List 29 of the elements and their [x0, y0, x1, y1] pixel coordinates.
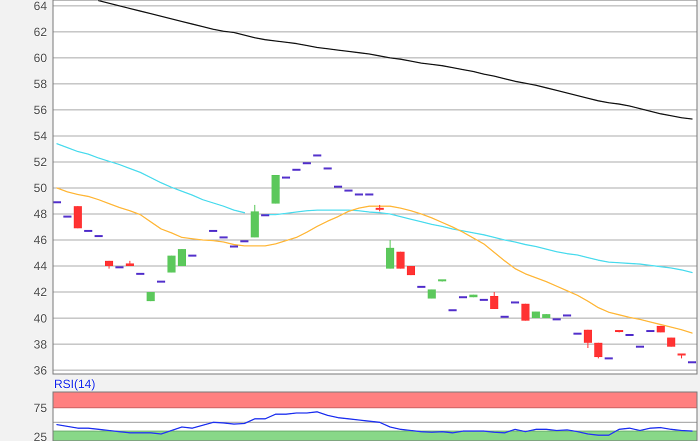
y-tick-label: 42: [34, 285, 48, 300]
y-tick-label: 36: [34, 363, 48, 378]
candlestick: [386, 240, 394, 270]
candlestick: [584, 329, 592, 348]
y-tick-label: 44: [34, 259, 48, 274]
line-series: [56, 187, 693, 334]
y-tick-label: 38: [34, 337, 48, 352]
y-tick-label: 48: [34, 207, 48, 222]
line-series: [98, 0, 693, 120]
candlestick: [396, 251, 405, 270]
candlestick: [594, 342, 602, 359]
y-tick-label: 40: [34, 311, 48, 326]
y-tick-label: 58: [34, 77, 48, 92]
y-tick-label: 46: [34, 233, 48, 248]
y-tick-label: 54: [34, 129, 48, 144]
y-tick-label: 56: [34, 103, 48, 118]
y-tick-label: 60: [34, 51, 48, 66]
y-tick-label: 25: [34, 430, 48, 441]
y-tick-label: 52: [34, 155, 48, 170]
line-series: [56, 411, 693, 436]
y-tick-label: 62: [34, 25, 48, 40]
candlestick: [490, 292, 498, 310]
chart-title: RSI(14): [54, 377, 96, 391]
candlestick: [167, 255, 176, 274]
y-tick-label: 75: [34, 400, 48, 415]
candlestick: [178, 248, 186, 267]
y-tick-label: 50: [34, 181, 48, 196]
candlestick: [74, 206, 82, 229]
y-tick-label: 64: [34, 0, 48, 14]
